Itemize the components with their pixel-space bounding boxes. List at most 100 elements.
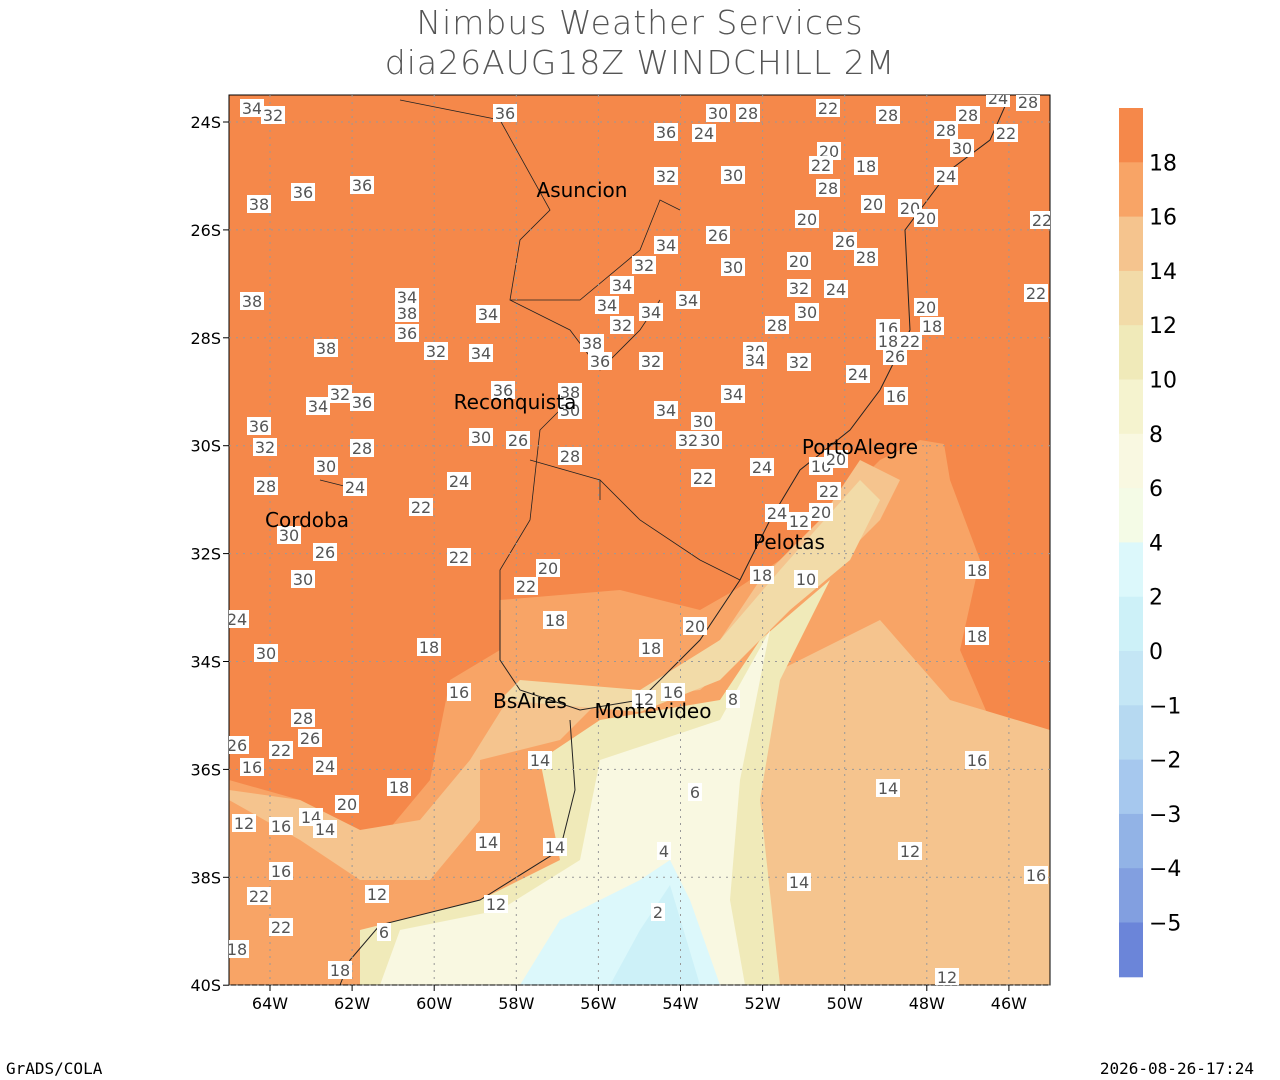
contour-label: 30 (471, 428, 491, 447)
contour-label-bg (595, 296, 619, 314)
contour-label-bg (794, 570, 818, 588)
lat-tick-label: 28S (190, 329, 221, 348)
contour-label-bg (750, 566, 774, 584)
contour-label: 30 (279, 526, 299, 545)
contour-label-bg (476, 305, 500, 323)
colorbar-swatch (1119, 108, 1143, 163)
contour-label: 22 (411, 498, 431, 517)
contour-label-bg (956, 106, 980, 124)
contour-label: 12 (789, 512, 809, 531)
contour-label-bg (833, 232, 857, 250)
contour-label-bg (920, 317, 944, 335)
contour-label: 14 (545, 838, 565, 857)
city-label: Reconquista (454, 390, 577, 414)
contour-label-bg (350, 176, 374, 194)
city-label: BsAires (493, 689, 567, 713)
contour-label: 18 (419, 638, 439, 657)
contour-label: 34 (745, 351, 765, 370)
contour-label: 14 (478, 833, 498, 852)
contour-label-bg (328, 385, 352, 403)
contour-label-bg (469, 344, 493, 362)
contour-label: 18 (752, 566, 772, 585)
contour-label-bg (706, 226, 730, 244)
contour-label-bg (654, 167, 678, 185)
contour-label: 32 (656, 167, 676, 186)
contour-label: 24 (826, 280, 846, 299)
contour-label: 34 (397, 288, 417, 307)
contour-label-bg (269, 741, 293, 759)
contour-label: 30 (700, 431, 720, 450)
colorbar-label: −1 (1149, 694, 1181, 719)
contour-label: 22 (996, 124, 1016, 143)
contour-label-bg (395, 288, 419, 306)
contour-label: 18 (878, 332, 898, 351)
contour-label-bg (506, 431, 530, 449)
contour-label-bg (661, 683, 685, 701)
contour-label: 18 (641, 639, 661, 658)
contour-label-bg (229, 736, 249, 754)
contour-label-bg (395, 324, 419, 342)
contour-label-bg (721, 258, 745, 276)
colorbar-label: 12 (1149, 314, 1177, 339)
colorbar-label: 10 (1149, 369, 1177, 394)
contour-label: 38 (316, 339, 336, 358)
contour-label: 32 (263, 106, 283, 125)
colorbar-swatch (1119, 270, 1143, 326)
contour-label-bg (447, 548, 471, 566)
contour-label: 28 (560, 447, 580, 466)
contour-label: 38 (560, 383, 580, 402)
contour-label-bg (269, 862, 293, 880)
contour-label: 32 (678, 431, 698, 450)
contour-label-bg (787, 279, 811, 297)
contour-label-bg (639, 639, 663, 657)
city-label: Cordoba (265, 508, 349, 532)
city-label: Montevideo (595, 699, 712, 723)
contour-label: 28 (256, 477, 276, 496)
contour-label-bg (691, 469, 715, 487)
contour-label-bg (254, 644, 278, 662)
contour-label-bg (328, 961, 352, 979)
lat-tick-label: 32S (190, 545, 221, 564)
contour-label-bg (965, 561, 989, 579)
contour-label: 22 (271, 918, 291, 937)
map-fill (229, 95, 1050, 985)
contour-label-bg (651, 903, 665, 921)
contour-label-bg (721, 385, 745, 403)
lon-tick-label: 50W (827, 994, 863, 1013)
contour-label: 28 (818, 179, 838, 198)
contour-label: 24 (936, 167, 956, 186)
contour-label-bg (676, 291, 700, 309)
contour-label-bg (765, 316, 789, 334)
city-label: Pelotas (753, 530, 825, 554)
contour-label: 36 (656, 123, 676, 142)
contour-label-bg (610, 276, 634, 294)
lon-tick-label: 52W (745, 994, 781, 1013)
contour-label-bg (240, 99, 264, 117)
contour-label: 34 (678, 291, 698, 310)
lon-tick-label: 62W (334, 994, 370, 1013)
contour-label: 32 (255, 438, 275, 457)
contour-label: 30 (723, 166, 743, 185)
contour-label-bg (824, 280, 848, 298)
contour-label-bg (914, 209, 938, 227)
contour-label-bg (313, 757, 337, 775)
contour-label: 8 (728, 690, 738, 709)
contour-label-bg (898, 842, 922, 860)
lat-tick-label: 30S (190, 437, 221, 456)
contour-label-bg (898, 332, 922, 350)
lon-tick-label: 56W (580, 994, 616, 1013)
contour-label-bg (1024, 284, 1048, 302)
contour-label: 30 (797, 303, 817, 322)
contour-label-bg (247, 887, 271, 905)
lat-tick-label: 36S (190, 760, 221, 779)
contour-label-bg (654, 123, 678, 141)
contour-label-bg (350, 393, 374, 411)
colorbar-label: −2 (1149, 749, 1181, 774)
colorbar-swatch (1119, 651, 1143, 706)
contour-label: 32 (612, 316, 632, 335)
contour-label: 32 (634, 256, 654, 275)
contour-label: 38 (582, 334, 602, 353)
contour-label: 34 (308, 397, 328, 416)
